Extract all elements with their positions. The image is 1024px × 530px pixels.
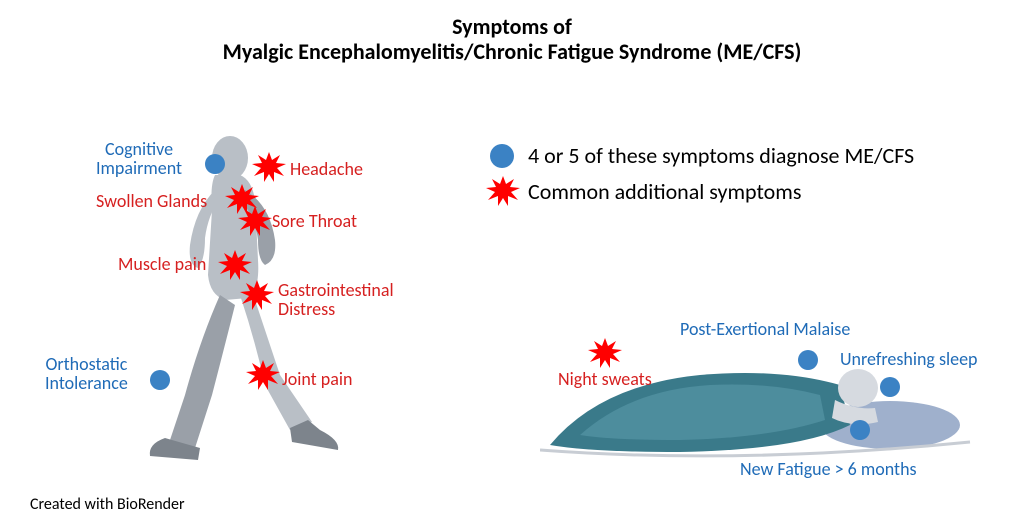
symptom-label: OrthostaticIntolerance xyxy=(45,355,128,393)
symptom-label: Swollen Glands xyxy=(96,192,207,211)
diagnostic-dot xyxy=(205,154,225,174)
symptom-label: Muscle pain xyxy=(118,255,206,274)
page-title: Symptoms of Myalgic Encephalomyelitis/Ch… xyxy=(0,14,1024,65)
symptom-label: New Fatigue > 6 months xyxy=(740,460,917,479)
diagnostic-dot xyxy=(150,370,170,390)
burst-icon xyxy=(588,338,622,368)
legend-additional-text: Common additional symptoms xyxy=(528,178,801,205)
symptom-label: GastrointestinalDistress xyxy=(278,281,394,319)
attribution: Created with BioRender xyxy=(30,495,185,514)
burst-icon xyxy=(238,206,272,236)
title-line1: Symptoms of xyxy=(452,13,572,40)
sleeping-head xyxy=(838,369,878,407)
diagnostic-dot xyxy=(850,420,870,440)
legend-diagnostic-dot xyxy=(490,144,514,168)
legend-additional-burst xyxy=(486,176,520,206)
diagnostic-dot xyxy=(798,350,818,370)
burst-icon xyxy=(246,360,280,390)
diagnostic-dot xyxy=(880,377,900,397)
burst-icon xyxy=(240,280,274,310)
burst-icon xyxy=(486,176,520,206)
burst-icon xyxy=(252,152,286,182)
burst-icon xyxy=(218,250,252,280)
symptom-label: Sore Throat xyxy=(272,212,357,231)
symptom-label: Unrefreshing sleep xyxy=(840,350,978,369)
symptom-label: Night sweats xyxy=(558,370,652,389)
leg-back xyxy=(170,295,235,448)
symptom-label: CognitiveImpairment xyxy=(96,140,182,178)
title-line2: Myalgic Encephalomyelitis/Chronic Fatigu… xyxy=(223,38,802,65)
symptom-label: Post-Exertional Malaise xyxy=(680,320,850,339)
legend-diagnostic-text: 4 or 5 of these symptoms diagnose ME/CFS xyxy=(528,142,914,169)
symptom-label: Joint pain xyxy=(282,370,352,389)
symptom-label: Headache xyxy=(290,160,363,179)
